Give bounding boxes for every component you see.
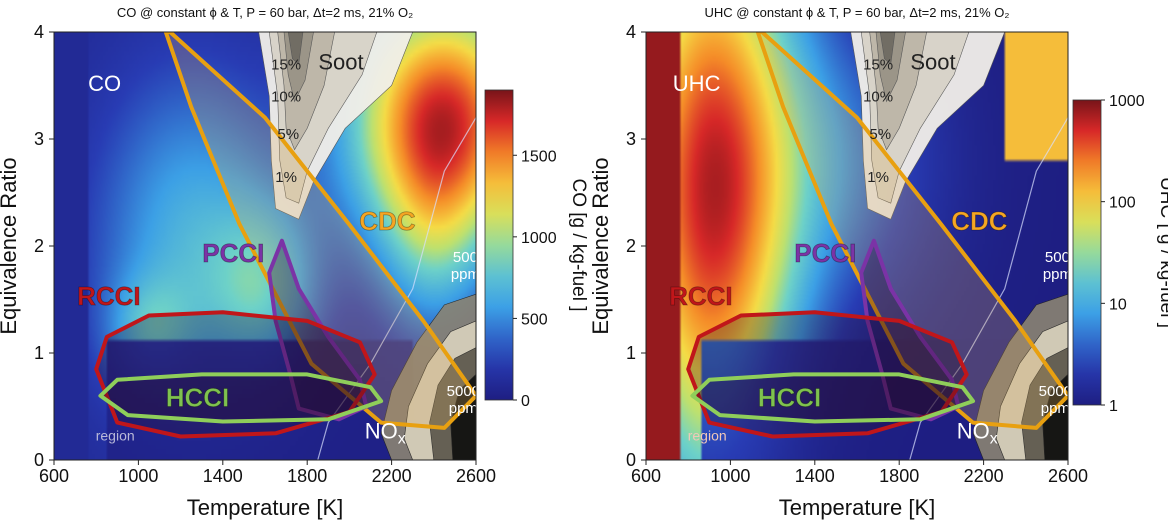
colorbar-tick-label-1: 1: [1109, 398, 1118, 415]
x-tick-label-1800: 1800: [287, 466, 327, 486]
x-tick-label-1000: 1000: [118, 466, 158, 486]
colorbar-label: CO [g / kg-fuel ]: [568, 178, 589, 311]
chart-title: CO @ constant ϕ & T, P = 60 bar, Δt=2 ms…: [117, 5, 413, 20]
y-tick-label-3: 3: [626, 129, 636, 149]
x-tick-label-1400: 1400: [203, 466, 243, 486]
x-tick-label-1400: 1400: [795, 466, 835, 486]
y-tick-label-0: 0: [34, 450, 44, 470]
soot-label-10: 10%: [863, 89, 893, 106]
x-axis-label: Temperature [K]: [187, 495, 344, 520]
annotation-rcci: RCCI: [77, 281, 141, 311]
y-tick-label-1: 1: [626, 343, 636, 363]
soot-label-1: 1%: [275, 169, 297, 186]
x-tick-label-1000: 1000: [710, 466, 750, 486]
annotation-hcci: HCCI: [166, 383, 230, 413]
chart-title: UHC @ constant ϕ & T, P = 60 bar, Δt=2 m…: [705, 5, 1010, 20]
soot-label-5: 5%: [277, 126, 299, 143]
y-tick-label-3: 3: [34, 129, 44, 149]
colorbar-label: UHC [ g / kg-fuel ]: [1156, 177, 1168, 328]
region-hcci: [98, 372, 384, 424]
soot-label-15: 15%: [863, 56, 893, 73]
soot-label-1: 1%: [867, 169, 889, 186]
y-tick-label-1: 1: [34, 343, 44, 363]
soot-label-15: 15%: [271, 56, 301, 73]
colorbar-tick-label-1000: 1000: [521, 230, 557, 247]
soot-contour-5: [287, 32, 304, 65]
annotation-soot: Soot: [910, 49, 955, 74]
nox-label-line: 5000: [1039, 383, 1072, 400]
annotation-pcci: PCCI: [794, 238, 856, 268]
y-axis-label: Equivalence Ratio: [0, 157, 21, 334]
region-cdc: [163, 32, 476, 430]
annotation-pcci: PCCI: [202, 238, 264, 268]
colorbar: [1072, 99, 1102, 406]
colorbar: [484, 89, 514, 401]
nox-contour-4: [450, 373, 476, 460]
colorbar-tick-label-1500: 1500: [521, 148, 557, 165]
nox-500-contour: [909, 117, 1068, 460]
annotation-co: CO: [88, 71, 121, 96]
colorbar-tick-label-100: 100: [1109, 195, 1136, 212]
colorbar-tick-label-1000: 1000: [1109, 93, 1145, 110]
nox-label-line: 500: [1045, 249, 1070, 266]
nox-label-500: 500 ppm: [451, 249, 480, 283]
annotation-subscript: x: [990, 431, 998, 448]
nox-500-contour: [317, 117, 476, 460]
x-tick-label-2600: 2600: [1048, 466, 1088, 486]
nox-label-5000: 5000 ppm: [1039, 383, 1072, 417]
nox-label-line: ppm: [1041, 400, 1070, 417]
annotation-cdc: CDC: [359, 206, 416, 236]
annotation-rcci: RCCI: [669, 281, 733, 311]
annotation-cdc: CDC: [951, 206, 1008, 236]
y-tick-label-4: 4: [626, 22, 636, 42]
nox-label-line: ppm: [449, 400, 478, 417]
soot-contour-5: [879, 32, 896, 65]
x-tick-label-600: 600: [39, 466, 69, 486]
annotation-region: region: [96, 428, 135, 444]
nox-label-line: 5000: [447, 383, 480, 400]
nox-label-line: ppm: [1043, 266, 1072, 283]
x-axis-label: Temperature [K]: [779, 495, 936, 520]
colorbar-tick-label-10: 10: [1109, 296, 1127, 313]
y-tick-label-0: 0: [626, 450, 636, 470]
nox-contour-4: [1042, 373, 1068, 460]
y-tick-label-4: 4: [34, 22, 44, 42]
soot-label-10: 10%: [271, 89, 301, 106]
x-tick-label-600: 600: [631, 466, 661, 486]
colorbar-tick-label-0: 0: [521, 393, 530, 410]
y-axis-label: Equivalence Ratio: [588, 157, 613, 334]
annotation-uhc: UHC: [673, 71, 721, 96]
x-tick-label-2200: 2200: [964, 466, 1004, 486]
annotation-soot: Soot: [318, 49, 363, 74]
annotation-subscript: x: [398, 431, 406, 448]
x-tick-label-2200: 2200: [372, 466, 412, 486]
nox-label-500: 500 ppm: [1043, 249, 1072, 283]
annotation-region: region: [688, 428, 727, 444]
region-cdc: [755, 32, 1068, 430]
region-hcci: [690, 372, 975, 424]
annotation-hcci: HCCI: [758, 383, 822, 413]
colorbar-tick-label-500: 500: [521, 311, 548, 328]
nox-label-line: 500: [453, 249, 478, 266]
y-tick-label-2: 2: [626, 236, 636, 256]
x-tick-label-2600: 2600: [456, 466, 496, 486]
y-tick-label-2: 2: [34, 236, 44, 256]
x-tick-label-1800: 1800: [879, 466, 919, 486]
nox-label-5000: 5000 ppm: [447, 383, 480, 417]
nox-label-line: ppm: [451, 266, 480, 283]
soot-label-5: 5%: [869, 126, 891, 143]
